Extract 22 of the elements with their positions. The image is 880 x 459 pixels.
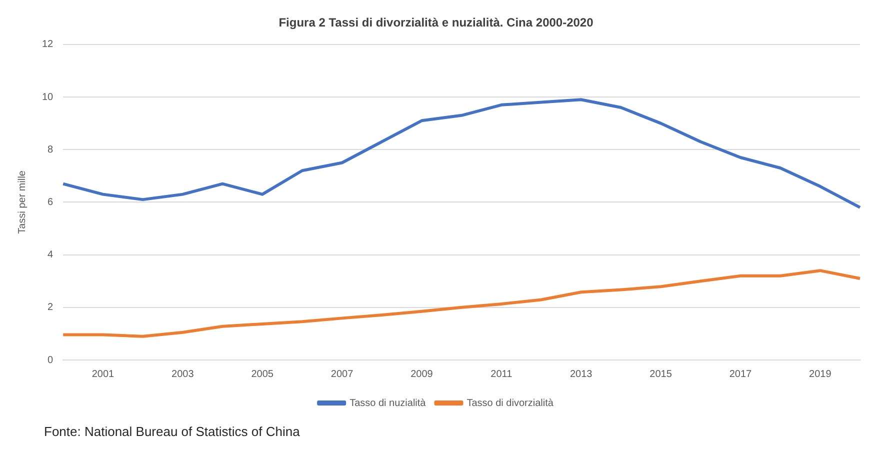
y-tick-label: 12	[42, 39, 54, 50]
x-tick-label: 2017	[729, 368, 752, 380]
x-tick-label: 2011	[490, 368, 513, 380]
y-axis-title: Tassi per mille	[16, 170, 28, 234]
y-tick-label: 8	[48, 144, 54, 156]
x-tick-label: 2019	[809, 368, 832, 380]
y-tick-label: 6	[48, 196, 54, 208]
source-note: Fonte: National Bureau of Statistics of China	[44, 424, 301, 439]
y-tick-label: 4	[48, 250, 54, 261]
legend-label: Tasso di divorzialità	[466, 398, 554, 409]
legend-label: Tasso di nuzialità	[350, 398, 426, 409]
y-tick-label: 10	[42, 92, 54, 103]
x-tick-label: 2005	[251, 368, 274, 380]
y-tick-label: 2	[48, 302, 54, 314]
x-tick-label: 2009	[410, 368, 434, 380]
x-tick-label: 2013	[570, 368, 593, 380]
chart-title: Figura 2 Tassi di divorzialità e nuzialità. Cina 2000-2020	[278, 16, 594, 30]
x-tick-label: 2007	[330, 368, 354, 380]
x-tick-label: 2015	[650, 368, 672, 380]
x-tick-label: 2003	[172, 368, 194, 380]
x-tick-label: 2001	[92, 368, 115, 380]
y-tick-label: 0	[48, 354, 54, 366]
